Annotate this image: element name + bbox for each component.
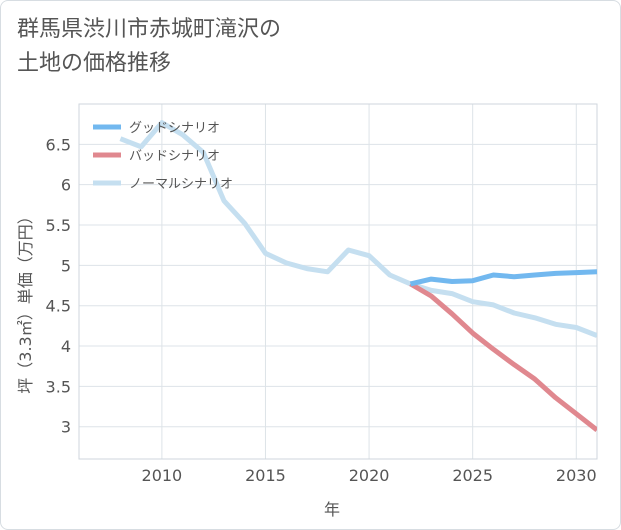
- x-tick-label: 2030: [556, 466, 597, 485]
- x-tick-label: 2015: [245, 466, 286, 485]
- chart-title: 群馬県渋川市赤城町滝沢の 土地の価格推移: [17, 13, 417, 81]
- legend-label: グッドシナリオ: [129, 121, 220, 136]
- chart-title-line-1: 群馬県渋川市赤城町滝沢の: [17, 17, 282, 42]
- y-tick-label: 5.5: [46, 216, 71, 235]
- series-lines: [119, 120, 597, 432]
- y-tick-label: 6.5: [46, 135, 71, 154]
- bad-scenario-line: [409, 281, 597, 432]
- normal-scenario-line: [119, 120, 597, 338]
- x-tick-label: 2020: [349, 466, 390, 485]
- chart-title-line-2: 土地の価格推移: [17, 51, 172, 76]
- y-tick-label: 4.5: [46, 297, 71, 316]
- x-tick-label: 2010: [142, 466, 183, 485]
- x-tick-label: 2025: [452, 466, 493, 485]
- legend-item-bad: バッドシナリオ: [93, 149, 220, 164]
- y-tick-label: 4: [61, 337, 71, 356]
- x-axis-tick-labels: 2010 2015 2020 2025 2030: [142, 466, 597, 485]
- legend-label: バッドシナリオ: [129, 149, 220, 164]
- y-tick-label: 6: [61, 176, 71, 195]
- y-tick-label: 5: [61, 256, 71, 275]
- y-axis-tick-labels: 3 3.5 4 4.5 5 5.5 6 6.5: [46, 135, 71, 436]
- y-tick-label: 3.5: [46, 377, 71, 396]
- legend-label: ノーマルシナリオ: [129, 177, 233, 192]
- plot-area-frame: [78, 103, 598, 460]
- legend-item-good: グッドシナリオ: [93, 121, 220, 136]
- legend-item-normal: ノーマルシナリオ: [93, 177, 233, 192]
- y-tick-label: 3: [61, 418, 71, 437]
- good-scenario-line: [409, 269, 597, 287]
- y-axis-label: 坪（3.3㎡）単価（万円）: [16, 208, 35, 393]
- x-axis-label: 年: [324, 500, 340, 519]
